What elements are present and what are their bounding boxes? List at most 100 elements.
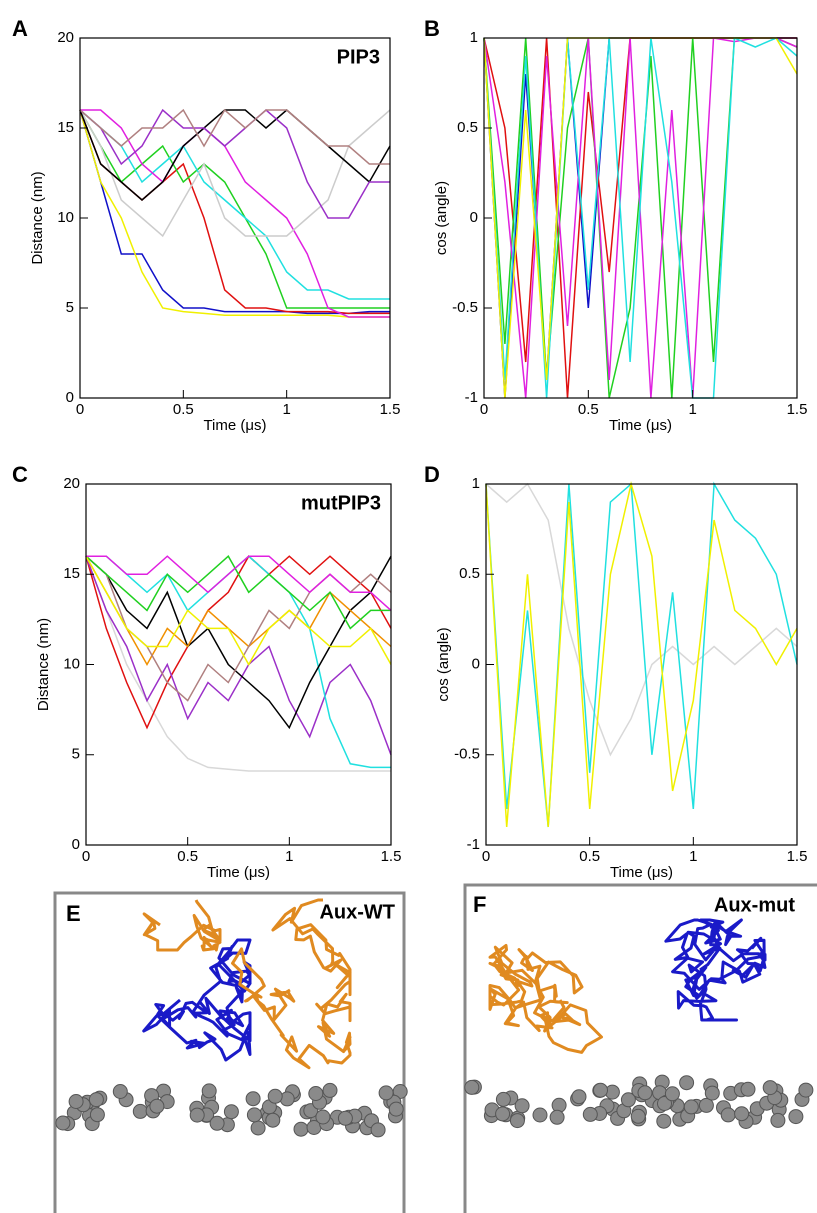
x-tick-label: 1 (285, 848, 293, 865)
lipid-headgroup (788, 1109, 804, 1125)
data-line (79, 109, 390, 315)
x-tick-label: 0 (480, 401, 488, 418)
y-tick-label: 0 (470, 209, 478, 226)
y-tick-label: 15 (63, 565, 80, 582)
x-tick-label: 0.5 (177, 848, 198, 865)
lipid-headgroup (209, 1115, 225, 1131)
lipid-headgroup (637, 1085, 653, 1101)
x-axis-label: Time (μs) (609, 417, 672, 434)
lipid-headgroup (55, 1115, 71, 1131)
protein-backbone (231, 898, 352, 1070)
y-tick-label: -0.5 (454, 746, 480, 763)
x-tick-label: 1.5 (381, 848, 402, 865)
x-tick-label: 1 (688, 401, 696, 418)
x-axis-label: Time (μs) (610, 864, 673, 881)
lipid-headgroup (315, 1109, 331, 1125)
lipid-headgroup (734, 1106, 750, 1122)
x-axis-label: Time (μs) (203, 417, 266, 434)
lipid-headgroup (223, 1104, 239, 1120)
lipid-headgroup (201, 1083, 217, 1099)
y-tick-label: 1 (470, 29, 478, 46)
x-tick-label: 1 (282, 401, 290, 418)
data-line (485, 481, 798, 828)
lipid-headgroup (514, 1098, 530, 1114)
structure-e (55, 898, 408, 1138)
data-line (85, 555, 391, 630)
x-tick-label: 0.5 (579, 848, 600, 865)
data-line (79, 109, 390, 309)
annotation: mutPIP3 (301, 492, 381, 514)
lipid-headgroup (683, 1099, 699, 1115)
y-tick-label: 0 (472, 655, 480, 672)
panel-letter: F (473, 892, 486, 917)
data-line (85, 555, 392, 756)
y-tick-label: 0.5 (459, 565, 480, 582)
lipid-headgroup (593, 1082, 608, 1098)
x-tick-label: 0.5 (173, 401, 194, 418)
lipid-headgroup (293, 1121, 309, 1137)
lipid-headgroup (664, 1086, 680, 1102)
plot-area (486, 484, 797, 845)
lipid-headgroup (762, 1080, 778, 1096)
panel-letter: D (424, 462, 440, 487)
lipid-headgroup (532, 1107, 548, 1123)
x-tick-label: 1.5 (787, 401, 808, 418)
y-tick-label: -1 (467, 836, 480, 853)
lipid-headgroup (308, 1086, 324, 1101)
lipid-headgroup (656, 1113, 672, 1129)
panel-e-frame (53, 891, 406, 1213)
data-line (485, 481, 798, 828)
lipid-headgroup (740, 1081, 756, 1097)
lipid-headgroup (245, 1091, 261, 1107)
lipid-headgroup (149, 1098, 165, 1114)
y-tick-label: 5 (72, 746, 80, 763)
lipid-headgroup (337, 1110, 353, 1126)
lipid-headgroup (189, 1107, 205, 1123)
data-line (79, 109, 390, 318)
lipid-headgroup (89, 1107, 105, 1123)
panel-label: Aux-WT (319, 901, 395, 923)
lipid-headgroup (720, 1107, 736, 1123)
lipid-headgroup (582, 1106, 598, 1122)
protein-backbone (142, 899, 222, 952)
data-line (85, 555, 392, 730)
data-line (86, 555, 392, 611)
x-axis-label: Time (μs) (207, 864, 270, 881)
panel-letter: E (66, 901, 81, 926)
lipid-headgroup (378, 1085, 394, 1101)
lipid-headgroup (132, 1103, 148, 1119)
lipid-headgroup (549, 1109, 565, 1125)
x-tick-label: 1.5 (787, 848, 808, 865)
lipid-headgroup (495, 1106, 511, 1122)
y-tick-label: 0 (66, 389, 74, 406)
y-tick-label: -1 (465, 389, 478, 406)
y-tick-label: 0 (72, 836, 80, 853)
lipid-headgroup (246, 1107, 262, 1123)
lipid-headgroup (770, 1112, 786, 1128)
y-tick-label: 10 (63, 655, 80, 672)
y-axis-label: Distance (nm) (29, 171, 46, 264)
lipid-headgroup (657, 1096, 672, 1111)
data-line (79, 109, 391, 238)
data-line (79, 108, 390, 165)
lipid-headgroup (620, 1092, 636, 1108)
data-line (85, 555, 391, 772)
data-line (85, 555, 392, 667)
y-tick-label: 10 (57, 209, 74, 226)
lipid-headgroup (571, 1089, 587, 1105)
protein-backbone (488, 943, 603, 1054)
lipid-headgroup (88, 1092, 104, 1108)
lipid-headgroup (250, 1120, 266, 1136)
x-tick-label: 1.5 (380, 401, 401, 418)
protein-backbone (664, 918, 767, 1022)
data-line (79, 109, 391, 201)
lipid-headgroup (509, 1113, 525, 1129)
lipid-headgroup (630, 1108, 646, 1124)
structure-f (464, 918, 814, 1129)
lipid-headgroup (265, 1112, 281, 1128)
annotation: PIP3 (337, 46, 380, 68)
y-tick-label: 1 (472, 475, 480, 492)
lipid-headgroup (798, 1082, 814, 1098)
lipid-headgroup (679, 1075, 695, 1091)
lipid-headgroup (322, 1082, 338, 1098)
